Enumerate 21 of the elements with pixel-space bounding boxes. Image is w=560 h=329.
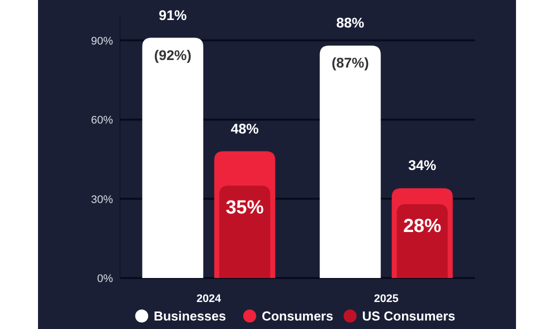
data-label: 28% (403, 216, 442, 238)
data-label: 48% (230, 120, 260, 136)
bar (320, 46, 381, 278)
data-label: 35% (226, 198, 264, 219)
legend-label: Businesses (154, 308, 226, 324)
bar (396, 204, 448, 278)
annotation: (92%) (154, 46, 192, 63)
data-label: 91% (158, 6, 188, 23)
legend-label: Consumers (262, 308, 334, 324)
legend-label: US Consumers (362, 308, 456, 324)
y-tick-label: 30% (90, 194, 114, 206)
annotation: (87%) (332, 54, 369, 71)
data-label: 88% (336, 14, 365, 31)
bar (142, 38, 204, 278)
y-tick-label: 0% (97, 273, 114, 285)
x-tick-label: 2024 (196, 293, 222, 305)
data-label: 34% (408, 157, 437, 174)
y-tick-label: 90% (90, 35, 114, 48)
bar (219, 186, 270, 278)
x-tick-label: 2025 (374, 293, 398, 305)
y-tick-label: 60% (90, 114, 114, 127)
